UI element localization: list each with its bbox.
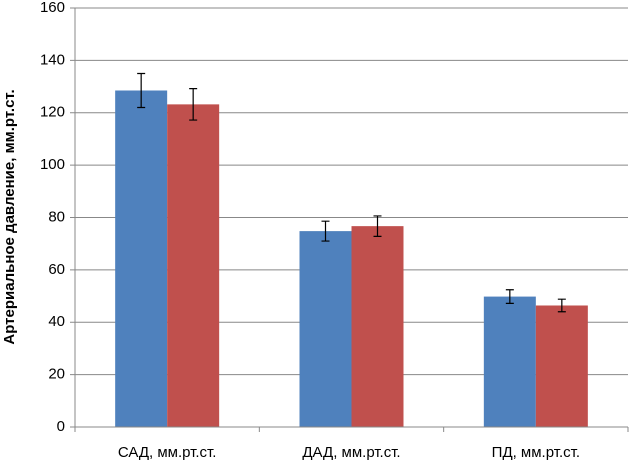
x-tick-label: САД, мм.рт.ст. [118,444,217,461]
y-tick-label: 80 [48,208,65,225]
y-tick-label: 160 [40,0,65,16]
error-bar [137,72,146,109]
error-bar [505,289,514,304]
bar [167,104,220,428]
error-bar [189,88,198,121]
bar [351,226,404,427]
y-axis-label: Артериальное давление, мм.рт.ст. [1,89,18,344]
bar [115,90,168,427]
y-tick-label: 120 [40,104,65,121]
x-tick-label: ДАД, мм.рт.ст. [302,444,400,461]
y-tick-label: 100 [40,156,65,173]
bar [483,296,536,427]
x-tick-label: ПД, мм.рт.ст. [492,444,580,461]
error-bar [321,220,330,242]
y-tick-label: 20 [48,366,65,383]
error-bar [373,215,382,237]
y-tick-label: 140 [40,51,65,68]
bar [535,305,588,427]
y-tick-label: 60 [48,261,65,278]
error-bar [557,298,566,313]
y-tick-label: 0 [57,418,65,435]
bar [299,231,352,427]
y-tick-label: 40 [48,313,65,330]
